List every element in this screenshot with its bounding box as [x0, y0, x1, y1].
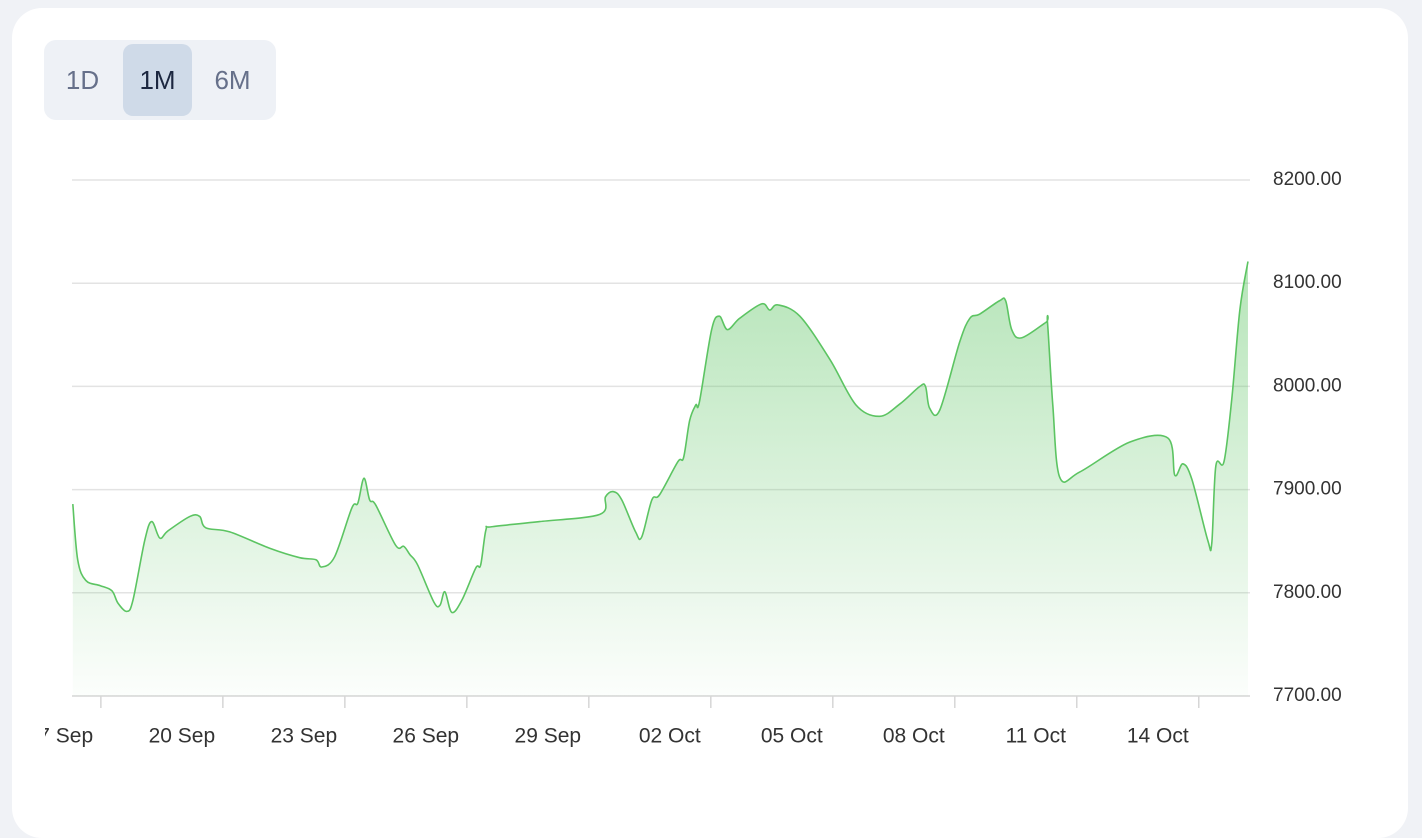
y-tick-label: 7900.00	[1273, 479, 1342, 500]
y-tick-label: 8000.00	[1273, 375, 1342, 396]
x-tick-label: 20 Sep	[149, 725, 216, 748]
x-tick-label: 05 Oct	[761, 725, 823, 748]
y-tick-label: 7800.00	[1273, 582, 1342, 603]
range-button[interactable]: 1M	[123, 44, 192, 116]
y-tick-label: 7700.00	[1273, 685, 1342, 706]
x-tick-label: 23 Sep	[271, 725, 338, 748]
x-tick-label: 26 Sep	[393, 725, 460, 748]
area-fill	[72, 261, 1248, 696]
range-button[interactable]: 6M	[214, 64, 251, 95]
x-tick-label: 08 Oct	[883, 725, 945, 748]
range-selector: 1D 1M 6M	[44, 40, 276, 120]
range-button[interactable]: 1D	[65, 64, 100, 95]
x-tick-label: 17 Sep	[27, 725, 94, 748]
x-tick-label: 11 Oct	[1006, 725, 1066, 748]
x-tick-label: 29 Sep	[515, 725, 582, 748]
x-tick-label: 14 Oct	[1127, 725, 1189, 748]
y-tick-label: 8100.00	[1273, 272, 1342, 293]
price-line	[72, 261, 1249, 614]
x-tick-label: 02 Oct	[639, 725, 701, 748]
y-tick-label: 8200.00	[1273, 169, 1342, 190]
